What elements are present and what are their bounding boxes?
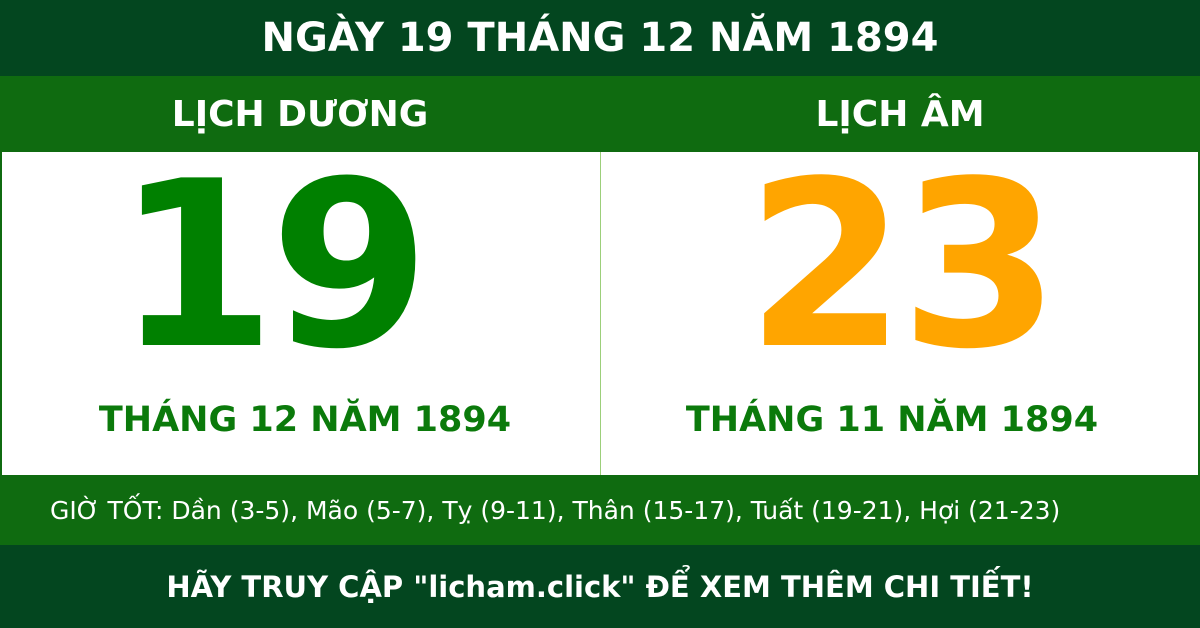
footer-cta: HÃY TRUY CẬP "licham.click" ĐỂ XEM THÊM … <box>0 545 1200 628</box>
page-title: NGÀY 19 THÁNG 12 NĂM 1894 <box>0 0 1200 76</box>
solar-label: LỊCH DƯƠNG <box>171 93 429 135</box>
lunar-month-year: THÁNG 11 NĂM 1894 <box>685 400 1099 440</box>
good-hours: GIỜ TỐT: Dần (3-5), Mão (5-7), Tỵ (9-11)… <box>0 475 1200 545</box>
solar-day: 19 <box>115 133 430 400</box>
calendar-header-band: LỊCH DƯƠNG LỊCH ÂM <box>0 76 1200 152</box>
lunar-day: 23 <box>745 133 1060 400</box>
solar-month-year: THÁNG 12 NĂM 1894 <box>98 400 512 440</box>
divider <box>600 152 601 475</box>
lunar-label: LỊCH ÂM <box>815 93 985 135</box>
